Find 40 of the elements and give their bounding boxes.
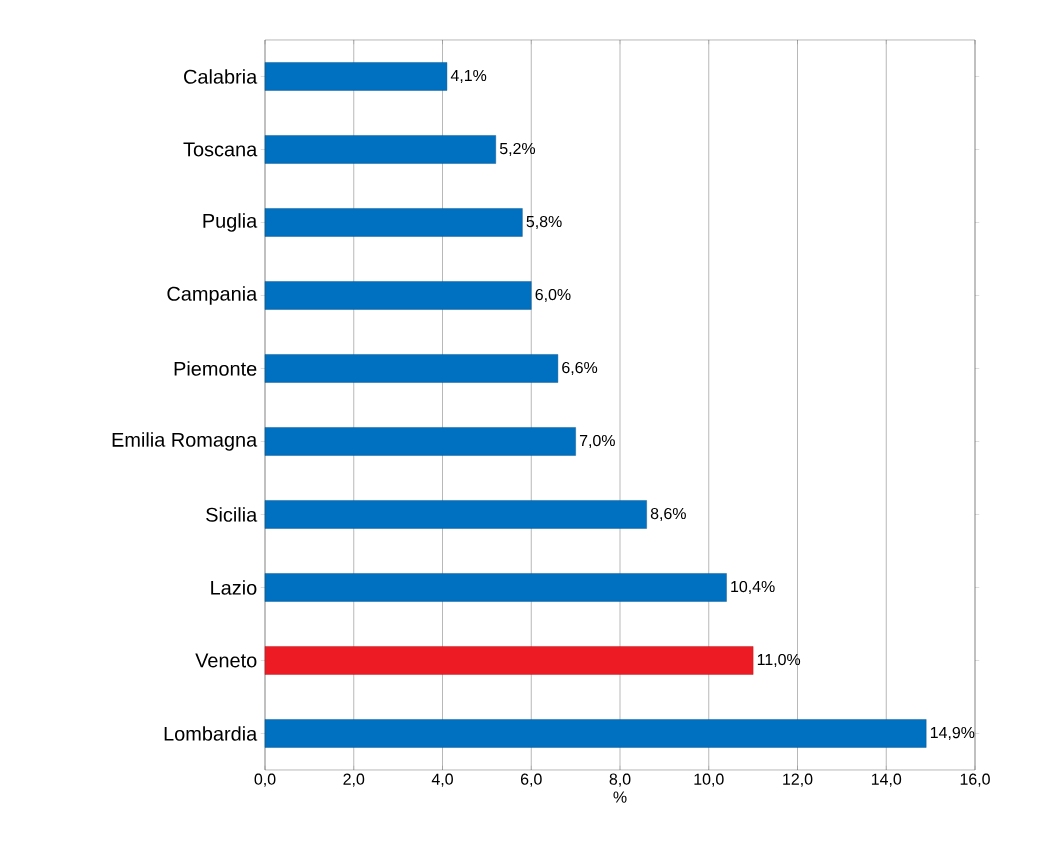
y-tick-label: Sicilia bbox=[206, 507, 258, 522]
x-tick-label: 2,0 bbox=[343, 773, 365, 787]
y-tick-label: Puglia bbox=[203, 213, 258, 232]
data-label: 6,0% bbox=[535, 288, 571, 303]
x-tick-label: 0,0 bbox=[254, 773, 276, 787]
data-label: 7,0% bbox=[579, 434, 615, 449]
bar bbox=[264, 646, 754, 675]
bar bbox=[264, 719, 927, 748]
y-tick-label: Calabria bbox=[184, 69, 258, 84]
y-tick-label: Piemonte bbox=[174, 361, 257, 376]
bar bbox=[264, 427, 576, 456]
bar bbox=[264, 281, 532, 310]
data-label: 5,8% bbox=[526, 215, 562, 230]
data-label: 5,2% bbox=[499, 142, 536, 157]
x-tick-label: 16,0 bbox=[960, 773, 990, 787]
bar bbox=[264, 573, 727, 602]
x-tick-label: 8,0 bbox=[609, 773, 631, 787]
bar bbox=[264, 354, 559, 383]
data-label: 6,6% bbox=[562, 361, 598, 376]
data-label: 11,0% bbox=[757, 653, 801, 668]
y-tick-label: Lombardia bbox=[164, 726, 258, 741]
x-tick-label: 14,0 bbox=[871, 773, 902, 787]
bar bbox=[264, 135, 496, 164]
bar bbox=[264, 208, 523, 237]
y-tick-label: Campania bbox=[167, 286, 258, 305]
y-tick-label: Lazio bbox=[211, 580, 257, 595]
y-tick-label: Toscana bbox=[183, 142, 258, 157]
y-tick-label: Emilia Romagna bbox=[112, 432, 258, 451]
y-tick-label: Veneto bbox=[195, 653, 257, 668]
x-axis-title: % bbox=[613, 791, 627, 803]
bar bbox=[264, 500, 647, 529]
x-tick-label: 4,0 bbox=[431, 773, 453, 787]
x-tick-label: 6,0 bbox=[520, 773, 542, 787]
x-tick-label: 10,0 bbox=[694, 773, 724, 787]
x-tick-label: 12,0 bbox=[783, 773, 813, 787]
bar bbox=[264, 62, 448, 91]
data-label: 4,1% bbox=[450, 69, 487, 84]
data-label: 14,9% bbox=[930, 726, 975, 741]
data-label: 8,6% bbox=[650, 507, 686, 522]
data-label: 10,4% bbox=[731, 580, 775, 595]
